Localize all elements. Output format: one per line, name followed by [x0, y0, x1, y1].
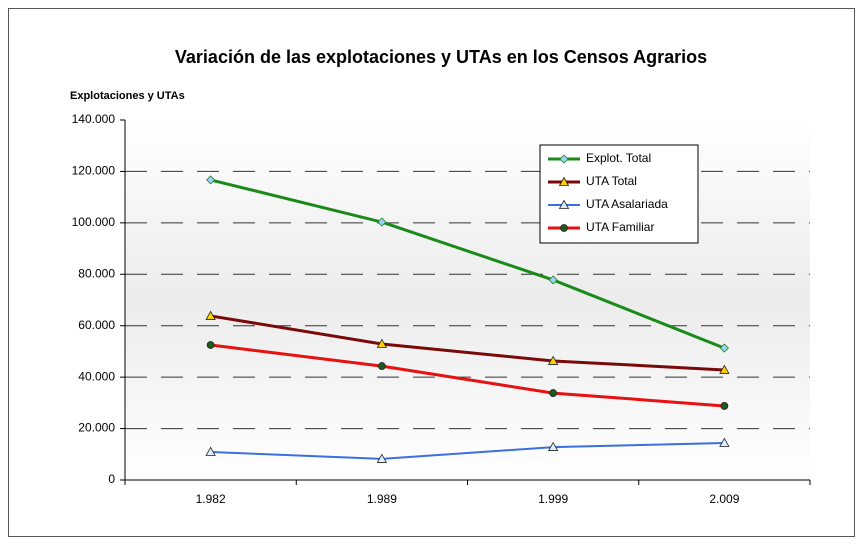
y-tick-label: 100.000 [72, 215, 116, 229]
data-point [549, 389, 558, 397]
series-line [210, 314, 725, 372]
data-point [547, 355, 559, 365]
data-point [548, 275, 558, 285]
legend-marker [558, 199, 570, 209]
data-point [719, 343, 729, 353]
legend-label: UTA Total [586, 174, 637, 188]
data-point [376, 453, 388, 463]
chart-title: Variación de las explotaciones y UTAs en… [175, 47, 707, 67]
y-tick-label: 120.000 [72, 164, 116, 178]
x-tick-label: 2.009 [709, 492, 739, 506]
x-tick-label: 1.989 [367, 492, 397, 506]
data-point [719, 364, 730, 374]
legend-marker [560, 224, 568, 232]
series-line [210, 178, 725, 350]
plot-area [125, 120, 810, 480]
data-point [720, 402, 729, 410]
data-point [547, 441, 559, 451]
legend-marker [558, 176, 570, 186]
legend-label: Explot. Total [586, 151, 651, 165]
data-point [377, 362, 386, 370]
data-point [205, 446, 216, 456]
y-tick-label: 60.000 [78, 318, 115, 332]
series-line [210, 343, 725, 408]
data-point [719, 437, 730, 447]
legend-label: UTA Familiar [586, 220, 654, 234]
series-line [210, 441, 725, 460]
y-tick-label: 40.000 [78, 369, 115, 383]
y-tick-label: 140.000 [72, 112, 116, 126]
y-tick-label: 0 [108, 472, 115, 486]
legend-marker [559, 154, 569, 164]
y-tick-label: 80.000 [78, 266, 115, 280]
data-point [206, 175, 216, 185]
data-point [377, 217, 387, 227]
data-point [205, 310, 216, 320]
data-point [376, 338, 388, 348]
x-tick-label: 1.999 [538, 492, 568, 506]
legend-label: UTA Asalariada [586, 197, 668, 211]
x-tick-label: 1.982 [196, 492, 226, 506]
y-axis-label: Explotaciones y UTAs [70, 90, 185, 102]
y-tick-label: 20.000 [78, 421, 115, 435]
data-point [206, 341, 215, 349]
